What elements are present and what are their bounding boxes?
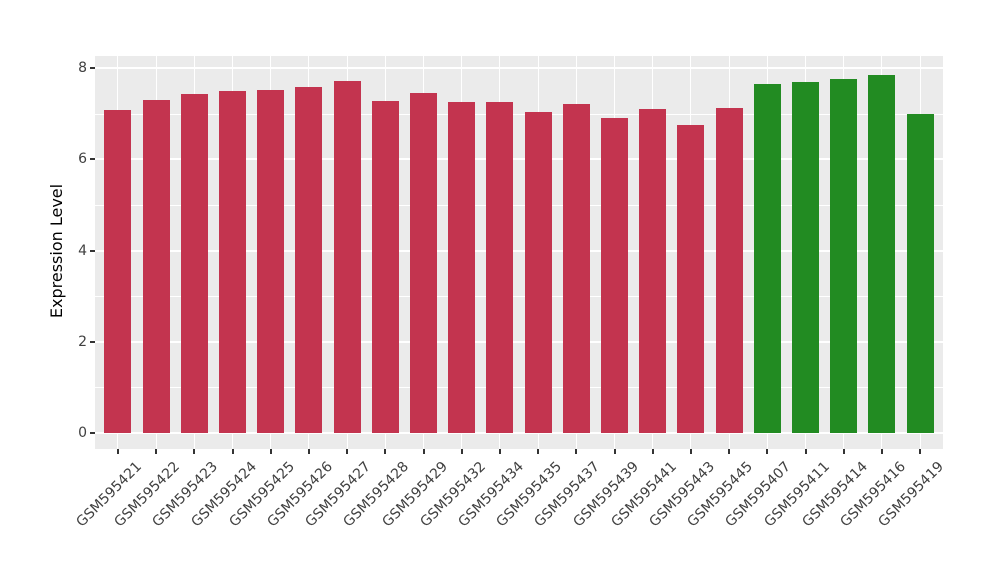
plot-panel	[95, 56, 943, 449]
y-gridline-major	[95, 340, 943, 343]
bar	[562, 104, 590, 433]
bar	[257, 89, 285, 433]
x-tick	[307, 449, 310, 454]
y-gridline-major	[95, 67, 943, 70]
y-tick-label: 4	[78, 242, 87, 259]
x-tick	[498, 449, 501, 454]
bar	[295, 86, 323, 433]
bar	[219, 91, 247, 433]
x-tick	[919, 449, 922, 454]
x-tick	[804, 449, 807, 454]
x-tick	[575, 449, 578, 454]
y-gridline-major	[95, 432, 943, 434]
y-tick-label: 6	[78, 151, 87, 168]
bar	[753, 84, 781, 433]
bar	[142, 100, 170, 433]
bar	[410, 92, 438, 433]
bar	[715, 108, 743, 433]
bar	[792, 81, 820, 433]
bar	[639, 109, 667, 433]
bar	[868, 75, 896, 433]
bar	[448, 101, 476, 433]
x-tick	[460, 449, 463, 454]
x-tick	[728, 449, 731, 454]
bar	[524, 111, 552, 433]
bar	[333, 81, 361, 433]
y-gridline-minor	[95, 387, 943, 389]
bar	[371, 101, 399, 433]
y-gridline-major	[95, 158, 943, 161]
y-gridline-major	[95, 249, 943, 252]
x-tick	[346, 449, 349, 454]
bar	[104, 110, 132, 433]
x-tick	[689, 449, 692, 454]
y-gridline-minor	[95, 205, 943, 206]
y-tick-label: 8	[78, 60, 87, 77]
y-tick	[90, 432, 95, 434]
bar	[830, 79, 858, 433]
bar	[677, 125, 705, 433]
x-tick	[651, 449, 654, 454]
y-gridline-minor	[95, 296, 943, 298]
bar	[180, 94, 208, 433]
y-tick-label: 2	[78, 333, 87, 350]
x-tick	[116, 449, 119, 454]
x-tick	[766, 449, 769, 454]
x-tick	[880, 449, 883, 454]
x-tick	[613, 449, 616, 454]
y-tick	[90, 67, 95, 70]
x-tick	[193, 449, 196, 454]
bar	[486, 102, 514, 433]
x-tick	[231, 449, 234, 454]
x-tick	[537, 449, 540, 454]
x-tick	[155, 449, 158, 454]
y-tick	[90, 249, 95, 252]
x-tick	[842, 449, 845, 454]
y-tick-label: 0	[78, 425, 87, 441]
y-tick	[90, 340, 95, 343]
x-tick	[422, 449, 425, 454]
x-tick	[269, 449, 272, 454]
bar	[601, 117, 629, 433]
y-tick	[90, 158, 95, 161]
y-gridline-minor	[95, 113, 943, 115]
x-tick	[384, 449, 387, 454]
bar	[906, 113, 934, 433]
